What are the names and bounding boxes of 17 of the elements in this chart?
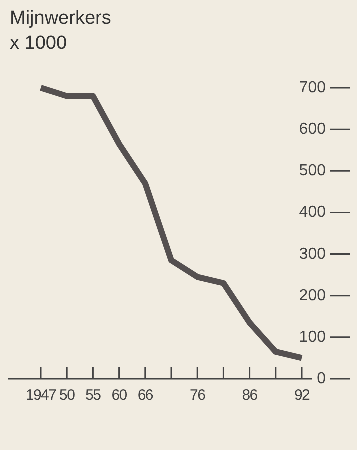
y-tick-label: 200 bbox=[299, 287, 326, 304]
x-tick-label: 66 bbox=[138, 387, 154, 404]
x-tick-label: 76 bbox=[190, 387, 206, 404]
x-tick-label: 50 bbox=[60, 387, 76, 404]
y-tick-label: 0 bbox=[317, 370, 326, 388]
x-tick-label: 1947 bbox=[26, 387, 57, 404]
chart-title: Mijnwerkers x 1000 bbox=[10, 8, 112, 54]
x-tick-label: 92 bbox=[294, 387, 310, 404]
x-tick-label: 86 bbox=[242, 387, 258, 404]
y-tick-label: 600 bbox=[299, 121, 326, 138]
y-tick-label: 700 bbox=[299, 80, 326, 96]
y-tick-label: 100 bbox=[299, 328, 326, 346]
x-tick-label: 55 bbox=[86, 387, 102, 404]
x-tick-label: 60 bbox=[112, 387, 128, 404]
y-tick-label: 500 bbox=[299, 162, 326, 180]
y-tick-label: 300 bbox=[299, 246, 326, 263]
y-tick-label: 400 bbox=[299, 204, 326, 222]
